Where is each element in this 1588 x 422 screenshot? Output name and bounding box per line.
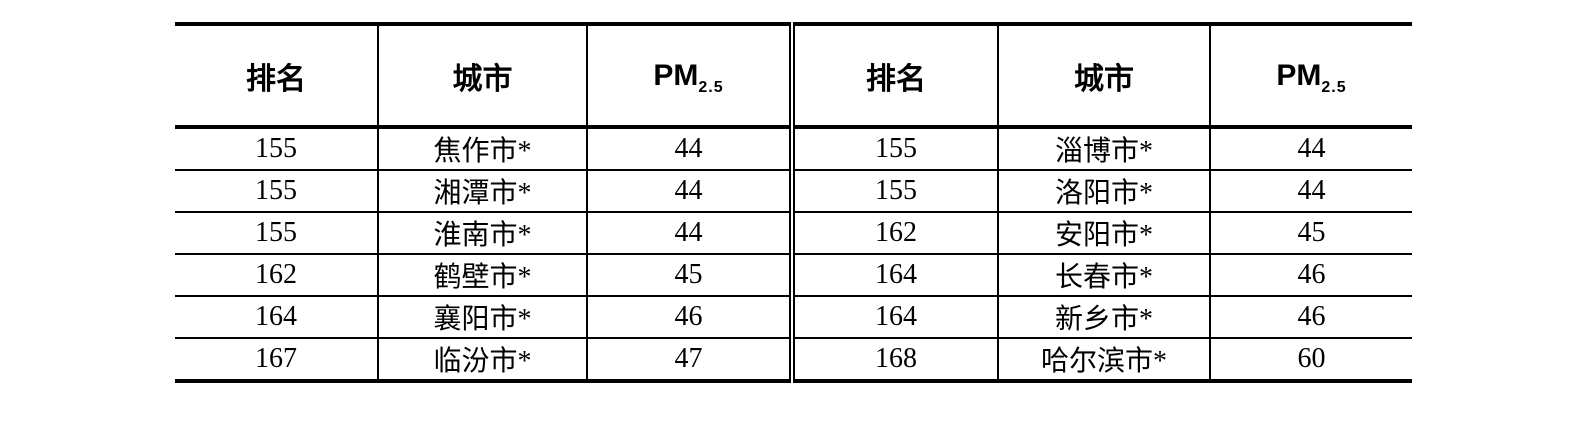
rank-cell: 162	[175, 253, 378, 296]
city-cell: 鹤壁市*	[377, 253, 587, 296]
rank-cell: 168	[789, 337, 998, 381]
pm25-cell: 46	[1209, 295, 1412, 338]
header-city-left: 城市	[377, 24, 587, 129]
city-cell: 哈尔滨市*	[997, 337, 1210, 381]
city-cell: 湘潭市*	[377, 169, 587, 212]
header-pm25-left: PM2.5	[586, 24, 792, 129]
rank-cell: 155	[175, 169, 378, 212]
city-cell: 长春市*	[997, 253, 1210, 296]
city-cell: 襄阳市*	[377, 295, 587, 338]
rank-cell: 164	[789, 295, 998, 338]
city-cell: 安阳市*	[997, 211, 1210, 254]
header-pm25-right: PM2.5	[1209, 24, 1412, 129]
rank-cell: 155	[789, 126, 998, 170]
pm25-cell: 44	[1209, 169, 1412, 212]
table-body: 155 焦作市* 44 155 淄博市* 44 155 湘潭市* 44 155 …	[175, 126, 1412, 381]
header-rank-right: 排名	[789, 24, 998, 129]
rank-cell: 162	[789, 211, 998, 254]
city-cell: 淮南市*	[377, 211, 587, 254]
city-cell: 洛阳市*	[997, 169, 1210, 212]
pm25-cell: 47	[586, 337, 792, 381]
pm25-cell: 45	[1209, 211, 1412, 254]
table-row: 167 临汾市* 47 168 哈尔滨市* 60	[175, 337, 1412, 381]
table-row: 164 襄阳市* 46 164 新乡市* 46	[175, 295, 1412, 338]
city-cell: 淄博市*	[997, 126, 1210, 170]
table-row: 155 湘潭市* 44 155 洛阳市* 44	[175, 169, 1412, 212]
city-cell: 新乡市*	[997, 295, 1210, 338]
table-header: 排名 城市 PM2.5 排名 城市 PM2.5	[175, 24, 1412, 129]
header-row: 排名 城市 PM2.5 排名 城市 PM2.5	[175, 24, 1412, 129]
rank-cell: 155	[789, 169, 998, 212]
rank-cell: 155	[175, 126, 378, 170]
pm-subscript: 2.5	[698, 78, 724, 96]
table-row: 162 鹤壁市* 45 164 长春市* 46	[175, 253, 1412, 296]
pm25-ranking-table-container: 排名 城市 PM2.5 排名 城市 PM2.5 155 焦作市* 44 155 …	[175, 22, 1412, 383]
table-row: 155 焦作市* 44 155 淄博市* 44	[175, 126, 1412, 170]
pm25-ranking-table: 排名 城市 PM2.5 排名 城市 PM2.5 155 焦作市* 44 155 …	[175, 22, 1412, 383]
pm25-cell: 46	[1209, 253, 1412, 296]
pm25-cell: 44	[586, 211, 792, 254]
pm25-cell: 45	[586, 253, 792, 296]
rank-cell: 155	[175, 211, 378, 254]
header-city-right: 城市	[997, 24, 1210, 129]
pm25-cell: 44	[1209, 126, 1412, 170]
city-cell: 临汾市*	[377, 337, 587, 381]
pm25-cell: 60	[1209, 337, 1412, 381]
table-row: 155 淮南市* 44 162 安阳市* 45	[175, 211, 1412, 254]
pm25-cell: 46	[586, 295, 792, 338]
header-rank-left: 排名	[175, 24, 378, 129]
pm-label: PM	[653, 58, 699, 92]
pm-subscript: 2.5	[1321, 78, 1347, 96]
pm25-cell: 44	[586, 169, 792, 212]
pm-label: PM	[1276, 58, 1322, 92]
rank-cell: 164	[789, 253, 998, 296]
pm25-cell: 44	[586, 126, 792, 170]
rank-cell: 167	[175, 337, 378, 381]
rank-cell: 164	[175, 295, 378, 338]
city-cell: 焦作市*	[377, 126, 587, 170]
